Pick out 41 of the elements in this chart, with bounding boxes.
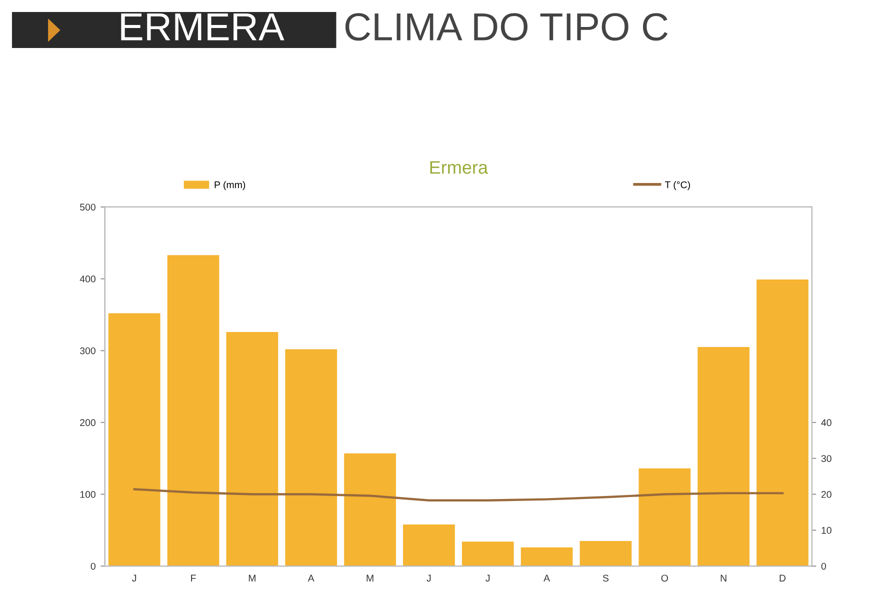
- bar: [167, 255, 220, 566]
- bar: [226, 332, 278, 566]
- x-tick-label: O: [661, 574, 668, 582]
- x-tick-label: J: [486, 574, 490, 582]
- y2-tick-label: 40: [821, 419, 832, 426]
- y2-tick-label: 20: [821, 491, 832, 498]
- x-tick-label: S: [602, 574, 609, 582]
- x-tick-label: D: [780, 574, 786, 582]
- y2-tick-label: 30: [821, 455, 832, 462]
- x-tick-label: M: [248, 574, 256, 582]
- x-tick-label: N: [720, 574, 726, 582]
- x-tick-label: J: [132, 574, 136, 582]
- bar: [462, 542, 514, 566]
- y2-tick-label: 10: [822, 526, 832, 534]
- text: CLIMA DO TIPO C: [345, 13, 668, 41]
- x-tick-label: M: [366, 574, 374, 582]
- bar: [756, 280, 808, 566]
- y-tick-label: 400: [80, 276, 96, 282]
- bar: [108, 313, 160, 566]
- y2-tick-label: 0: [821, 562, 826, 570]
- x-tick-label: F: [191, 574, 196, 582]
- x-tick-label: A: [308, 574, 314, 582]
- bar: [638, 468, 691, 566]
- y-tick-label: 300: [80, 347, 96, 354]
- line-series: [133, 488, 784, 502]
- legend-label: P (mm): [214, 181, 246, 190]
- bar: [580, 540, 632, 566]
- bar: [403, 524, 455, 566]
- x-tick-label: A: [544, 574, 550, 582]
- chart-title: Ermera: [430, 161, 488, 174]
- y-tick-label: 500: [80, 204, 96, 211]
- text: ERMERA: [121, 13, 284, 40]
- bar: [285, 349, 338, 566]
- x-tick-label: J: [426, 574, 431, 582]
- bar: [698, 347, 750, 566]
- y-tick-label: 0: [90, 562, 96, 570]
- y-tick-label: 200: [80, 419, 96, 426]
- y-tick-label: 100: [80, 491, 96, 498]
- bar: [520, 547, 573, 566]
- bar: [344, 453, 396, 566]
- legend-label: T (°C): [664, 181, 690, 190]
